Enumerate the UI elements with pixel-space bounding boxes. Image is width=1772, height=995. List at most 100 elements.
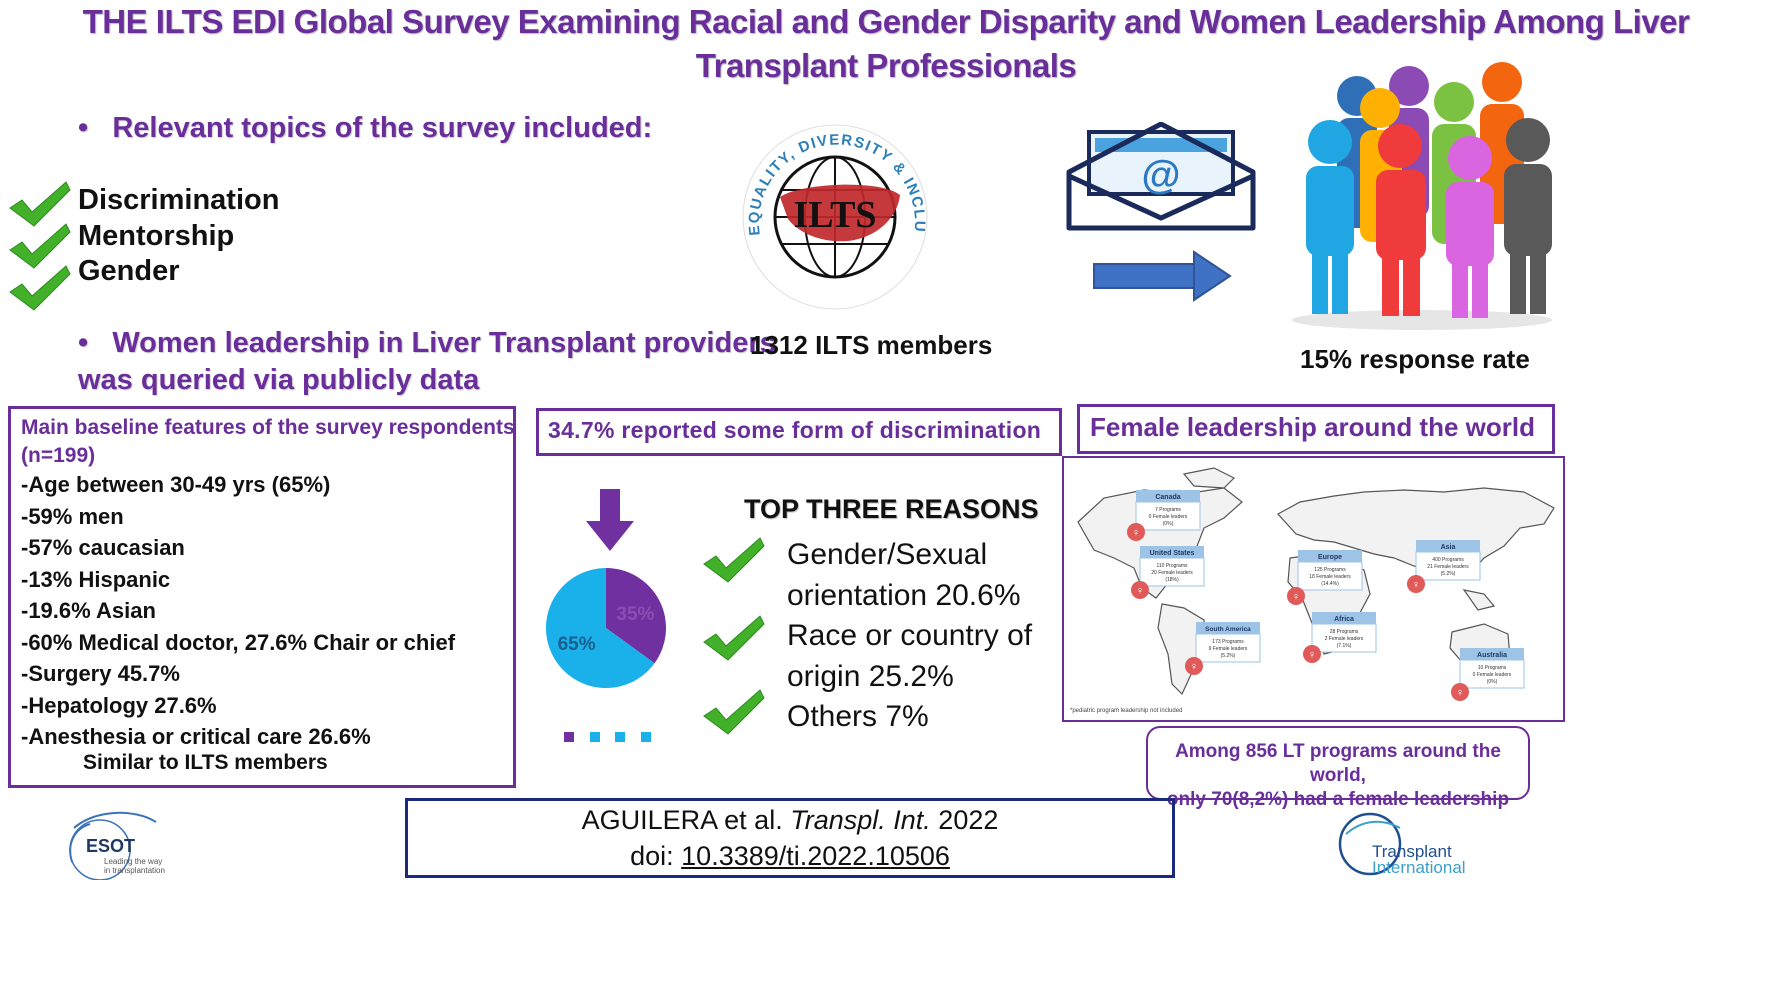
svg-text:28 Programs: 28 Programs [1330, 629, 1359, 635]
svg-text:United States: United States [1150, 550, 1195, 557]
svg-text:♀: ♀ [1292, 591, 1300, 603]
check-icon [9, 223, 71, 269]
email-envelope-icon: @ [1066, 122, 1256, 231]
ti-logo-line2: International [1372, 858, 1466, 877]
svg-text:♀: ♀ [1132, 527, 1140, 539]
ti-logo-line1: Transplant [1372, 842, 1452, 861]
feature-item: -19.6% Asian [21, 598, 156, 623]
svg-text:South America: South America [1205, 626, 1251, 633]
baseline-features-box [8, 406, 516, 788]
svg-text:(0%): (0%) [1163, 521, 1174, 527]
region-australia: Australia 10 Programs 0 Female leaders (… [1459, 648, 1525, 689]
map-regions: Canada 7 Programs 0 Female leaders (0%) … [1135, 490, 1525, 689]
check-icon [703, 615, 765, 661]
svg-text:110 Programs: 110 Programs [1156, 563, 1188, 569]
esot-tagline-1: Leading the way [104, 857, 162, 866]
esot-name: ESOT [86, 836, 135, 856]
svg-text:Europe: Europe [1318, 554, 1342, 561]
citation-box: AGUILERA et al. Transpl. Int. 2022 doi: … [405, 798, 1175, 878]
women-leadership-line1: • Women leadership in Liver Transplant p… [78, 327, 776, 359]
arrow-right-icon [1093, 250, 1232, 302]
doi-line: doi: 10.3389/ti.2022.10506 [630, 841, 950, 871]
dot-purple [564, 732, 574, 742]
ilts-edi-logo: ILTS EQUALITY, DIVERSITY & INCLUSION COM… [730, 115, 928, 310]
response-rate: 15% response rate [1300, 344, 1530, 374]
svg-text:♀: ♀ [1456, 687, 1464, 699]
pie-label-not-reported: 65% [558, 634, 596, 655]
svg-text:(5.2%): (5.2%) [1441, 571, 1456, 577]
map-footnote: *pediatric program leadership not includ… [1070, 708, 1182, 714]
discrimination-headline: 34.7% reported some form of discriminati… [548, 417, 1042, 443]
women-leadership-line2: was queried via publicly data [78, 364, 480, 396]
svg-text:Canada: Canada [1155, 494, 1180, 501]
feature-item: -Age between 30-49 yrs (65%) [21, 472, 331, 497]
svg-text:7 Programs: 7 Programs [1155, 507, 1181, 513]
svg-text:2 Female leaders: 2 Female leaders [1325, 636, 1364, 642]
female-symbol-icon: ♀ [1407, 575, 1425, 593]
region-canada: Canada 7 Programs 0 Female leaders (0%) [1135, 490, 1201, 531]
svg-text:♀: ♀ [1308, 649, 1316, 661]
svg-text:Africa: Africa [1334, 616, 1354, 623]
ilts-logo-text: ILTS [793, 194, 876, 236]
female-leadership-title-box [1077, 404, 1555, 454]
reason-gender: Gender/Sexual orientation 20.6% [787, 538, 1021, 612]
svg-text:10 Programs: 10 Programs [1478, 665, 1507, 671]
svg-text:0 Female leaders: 0 Female leaders [1149, 514, 1188, 520]
female-leadership-summary: Among 856 LT programs around the world, … [1146, 726, 1530, 810]
at-symbol-icon: @ [1141, 153, 1180, 197]
svg-text:(5.2%): (5.2%) [1221, 653, 1236, 659]
svg-text:(18%): (18%) [1165, 577, 1179, 583]
feature-item: -Hepatology 27.6% [21, 692, 217, 718]
reason-others: Others 7% [787, 700, 929, 733]
doi-link[interactable]: 10.3389/ti.2022.10506 [681, 841, 950, 871]
discrimination-pie-chart: 35% 65% [546, 568, 666, 688]
citation-line: AGUILERA et al. Transpl. Int. 2022 [581, 805, 999, 835]
feature-item: -59% men [21, 503, 124, 529]
feature-item: -60% Medical doctor, 27.6% Chair or chie… [21, 629, 456, 655]
region-africa: Africa 28 Programs 2 Female leaders (7.1… [1311, 612, 1377, 653]
members-count: 1312 ILTS members [750, 330, 993, 360]
female-symbol-icon: ♀ [1451, 683, 1469, 701]
female-symbol-icon: ♀ [1303, 645, 1321, 663]
svg-text:Asia: Asia [1441, 544, 1456, 551]
esot-logo: ESOT Leading the way in transplantation [69, 811, 165, 880]
topic-mentorship: Mentorship [78, 220, 235, 252]
region-europe: Europe 125 Programs 18 Female leaders (1… [1297, 550, 1363, 591]
world-map-panel: Canada 7 Programs 0 Female leaders (0%) … [1062, 456, 1565, 722]
svg-text:♀: ♀ [1412, 579, 1420, 591]
svg-text:400 Programs: 400 Programs [1432, 557, 1464, 563]
dot-blue [590, 732, 600, 742]
check-icon [703, 689, 765, 735]
svg-text:0 Female leaders: 0 Female leaders [1473, 672, 1512, 678]
svg-text:21 Female leaders: 21 Female leaders [1427, 564, 1469, 570]
svg-text:9 Female leaders: 9 Female leaders [1209, 646, 1248, 652]
top-reasons-title: TOP THREE REASONS [744, 494, 1039, 524]
pie-slice-not-reported [546, 568, 655, 688]
person-icon [1446, 136, 1494, 318]
bullet-icon: • [78, 112, 113, 144]
svg-text:Australia: Australia [1477, 652, 1507, 659]
svg-text:18 Female leaders: 18 Female leaders [1309, 574, 1351, 580]
pie-slice-reported [606, 568, 666, 664]
check-icon [9, 265, 71, 311]
svg-text:♀: ♀ [1190, 661, 1198, 673]
dot-blue [615, 732, 625, 742]
svg-text:(7.1%): (7.1%) [1337, 643, 1352, 649]
svg-text:(14.4%): (14.4%) [1321, 581, 1339, 587]
features-heading: Main baseline features of the survey res… [21, 416, 515, 467]
female-symbol-icon: ♀ [1185, 657, 1203, 675]
reason-check-icons [703, 537, 765, 735]
esot-tagline-2: in transplantation [104, 866, 165, 875]
person-icon [1504, 118, 1552, 314]
reason-race: Race or country of origin 25.2% [787, 619, 1033, 693]
female-symbol-icon: ♀ [1287, 587, 1305, 605]
check-icon [703, 537, 765, 583]
feature-item: -Anesthesia or critical care 26.6% [21, 724, 371, 749]
page-title: THE ILTS EDI Global Survey Examining Rac… [82, 3, 1690, 84]
arrow-down-icon [586, 489, 634, 551]
person-icon [1376, 124, 1426, 316]
female-leadership-title: Female leadership around the world [1090, 412, 1535, 442]
reasons-list: Gender/Sexual orientation 20.6% Race or … [787, 535, 1032, 738]
topic-discrimination: Discrimination [78, 184, 280, 216]
region-united-states: United States 110 Programs 20 Female lea… [1139, 546, 1205, 587]
